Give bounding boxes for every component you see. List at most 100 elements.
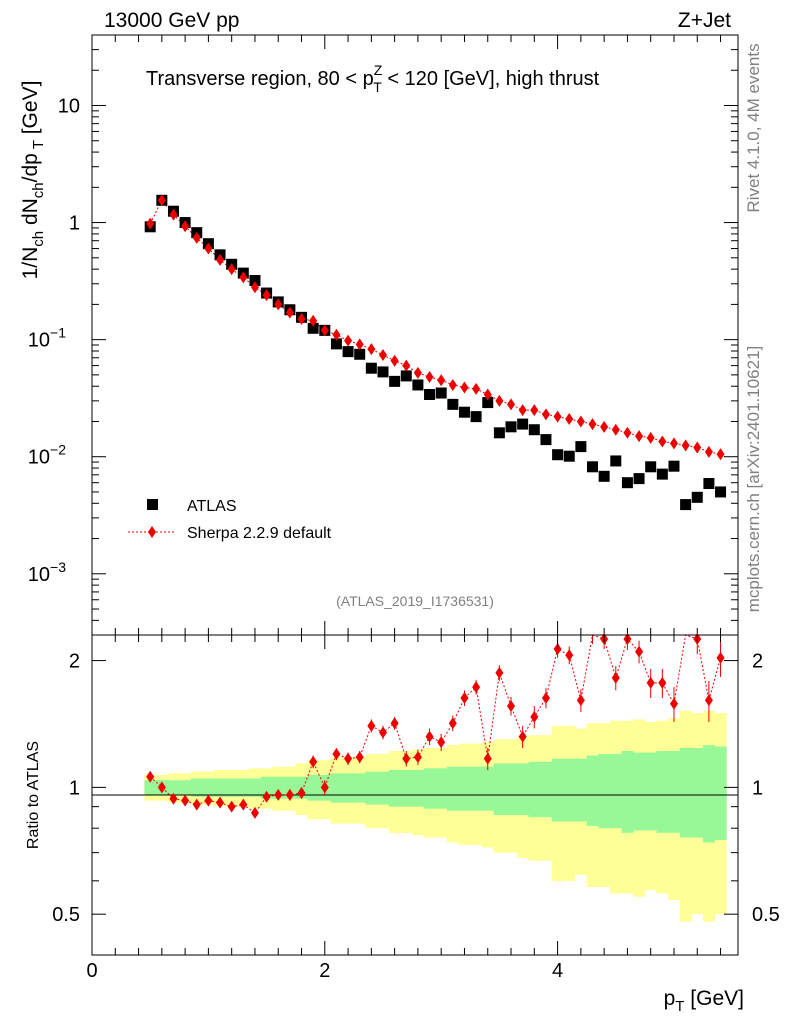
- atlas-point: [424, 388, 436, 400]
- inner-band-bin: [481, 766, 494, 811]
- ratio-axes: 0 2 4 0.5 0.5 1 1 2 2: [52, 635, 780, 982]
- plot-title: Transverse region, 80 < pZ T < 120 [GeV],…: [146, 62, 600, 95]
- sherpa-point: [297, 313, 306, 326]
- sherpa-point: [146, 217, 155, 230]
- ratio-y-tick-label: 0.5: [52, 904, 80, 926]
- sherpa-point: [495, 394, 504, 407]
- energy-label: 13000 GeV pp: [104, 9, 239, 32]
- atlas-point: [563, 450, 575, 462]
- atlas-point: [400, 370, 412, 382]
- inner-band-bin: [144, 780, 157, 795]
- main-axes: 10 1 10−1 10−2 10−3: [28, 34, 738, 636]
- inner-band-bin: [621, 750, 634, 833]
- main-y-tick-label: 10−1: [28, 325, 66, 352]
- inner-band-bin: [272, 776, 285, 799]
- ratio-point: [460, 691, 469, 704]
- ratio-point: [425, 730, 434, 743]
- atlas-point: [668, 460, 680, 472]
- ratio-point: [669, 697, 678, 710]
- inner-band-bin: [353, 773, 366, 803]
- ratio-y-tick-label: 2: [69, 651, 80, 673]
- ratio-point: [332, 748, 341, 761]
- ratio-y-tick-label-right: 2: [752, 651, 763, 673]
- ratio-point: [390, 717, 399, 730]
- ratio-point: [192, 798, 201, 811]
- inner-band-bin: [237, 778, 250, 797]
- ratio-point: [216, 796, 225, 809]
- sherpa-point: [472, 382, 481, 395]
- main-data-marks: [144, 194, 727, 511]
- main-panel: Transverse region, 80 < pZ T < 120 [GeV],…: [19, 34, 739, 636]
- ratio-point: [635, 645, 644, 658]
- atlas-point: [389, 375, 401, 387]
- ratio-point: [367, 719, 376, 732]
- sherpa-point: [402, 359, 411, 372]
- inner-band-bin: [225, 778, 238, 797]
- main-y-tick-label: 10−2: [28, 442, 66, 469]
- sherpa-point: [635, 430, 644, 443]
- inner-band-bin: [586, 755, 599, 826]
- sherpa-point: [483, 388, 492, 401]
- atlas-point: [412, 379, 424, 391]
- sherpa-point: [169, 208, 178, 221]
- inner-band-bin: [377, 771, 390, 805]
- sherpa-point: [344, 334, 353, 347]
- sherpa-point: [367, 343, 376, 356]
- ratio-point: [553, 643, 562, 656]
- atlas-point: [377, 366, 389, 378]
- ratio-point: [541, 691, 550, 704]
- sherpa-point: [274, 298, 283, 311]
- inner-band-bin: [703, 745, 716, 843]
- ratio-point: [576, 694, 585, 707]
- mcplots-reference-label: mcplots.cern.ch [arXiv:2401.10621]: [744, 346, 763, 612]
- sherpa-point: [448, 378, 457, 391]
- ratio-point: [204, 794, 213, 807]
- sherpa-point: [320, 324, 329, 337]
- atlas-point: [656, 468, 668, 480]
- ratio-point: [413, 751, 422, 764]
- sherpa-point: [309, 314, 318, 327]
- ratio-point: [262, 790, 271, 803]
- legend-sherpa-marker: [148, 526, 156, 538]
- rivet-version-label: Rivet 4.1.0, 4M events: [744, 43, 763, 212]
- ratio-data-marks: [146, 633, 725, 819]
- sherpa-point: [565, 412, 574, 425]
- atlas-point: [342, 346, 354, 358]
- ratio-y-tick-label-right: 1: [752, 777, 763, 799]
- sherpa-point: [460, 381, 469, 394]
- ratio-point: [169, 792, 178, 805]
- inner-band-bin: [528, 761, 541, 818]
- atlas-point: [517, 418, 529, 430]
- ratio-point: [518, 730, 527, 743]
- inner-band-bin: [493, 763, 506, 815]
- sherpa-point: [588, 418, 597, 431]
- ratio-panel: 0 2 4 0.5 0.5 1 1 2 2 Ratio to ATLAS pT [GeV]: [25, 633, 780, 1015]
- ratio-point: [146, 770, 155, 783]
- atlas-point: [575, 441, 587, 453]
- sherpa-point: [262, 289, 271, 302]
- atlas-point: [447, 398, 459, 410]
- atlas-point: [249, 274, 261, 286]
- sherpa-point: [355, 338, 364, 351]
- ratio-point: [285, 788, 294, 801]
- atlas-point: [458, 406, 470, 418]
- ratio-point: [157, 781, 166, 794]
- ratio-point: [181, 794, 190, 807]
- inner-band-bin: [214, 778, 227, 797]
- ratio-point: [274, 788, 283, 801]
- atlas-point: [703, 478, 715, 490]
- sherpa-point: [530, 404, 539, 417]
- ratio-point: [658, 676, 667, 689]
- sherpa-point: [658, 435, 667, 448]
- inner-band-bin: [505, 763, 518, 815]
- inner-band-bin: [179, 780, 192, 795]
- sherpa-point: [518, 404, 527, 417]
- atlas-point: [715, 486, 727, 498]
- ratio-point: [495, 666, 504, 679]
- sherpa-point: [157, 194, 166, 207]
- sherpa-point: [437, 374, 446, 387]
- ratio-point: [646, 676, 655, 689]
- ratio-x-tick-label: 2: [319, 960, 330, 982]
- sherpa-point: [646, 431, 655, 444]
- atlas-point: [540, 434, 552, 446]
